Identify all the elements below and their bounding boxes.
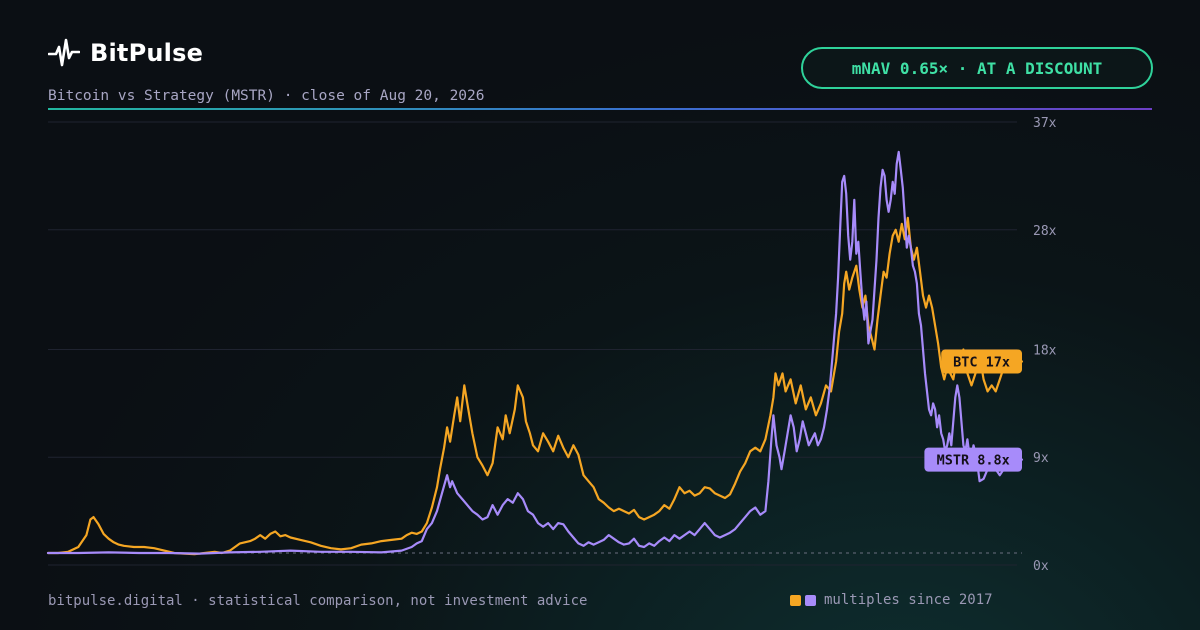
end-label-mstr: MSTR 8.8x [924,447,1022,472]
y-tick-label: 37x [1033,116,1057,131]
series-line-mstr [46,150,1024,555]
header-divider [48,108,1152,110]
legend-swatch-btc [790,594,801,606]
series-line-btc [46,216,1024,556]
brand: BitPulse [48,38,203,68]
pulse-icon [48,38,80,67]
svg-text:BTC 17x: BTC 17x [953,354,1010,370]
y-tick-label: 28x [1033,224,1057,239]
y-tick-label: 0x [1033,559,1049,574]
y-tick-label: 18x [1033,343,1057,358]
brand-name: BitPulse [90,39,204,67]
footer-note: bitpulse.digital · statistical compariso… [48,593,588,609]
end-label-btc: BTC 17x [941,349,1022,374]
chart-subtitle: Bitcoin vs Strategy (MSTR) · close of Au… [48,88,485,104]
legend: multiples since 2017 [790,592,993,608]
svg-text:MSTR 8.8x: MSTR 8.8x [937,453,1010,469]
legend-swatch-mstr [805,594,816,606]
mnav-badge: mNAV 0.65× · AT A DISCOUNT [801,47,1153,89]
y-tick-label: 9x [1033,451,1049,466]
legend-label: multiples since 2017 [824,592,993,608]
